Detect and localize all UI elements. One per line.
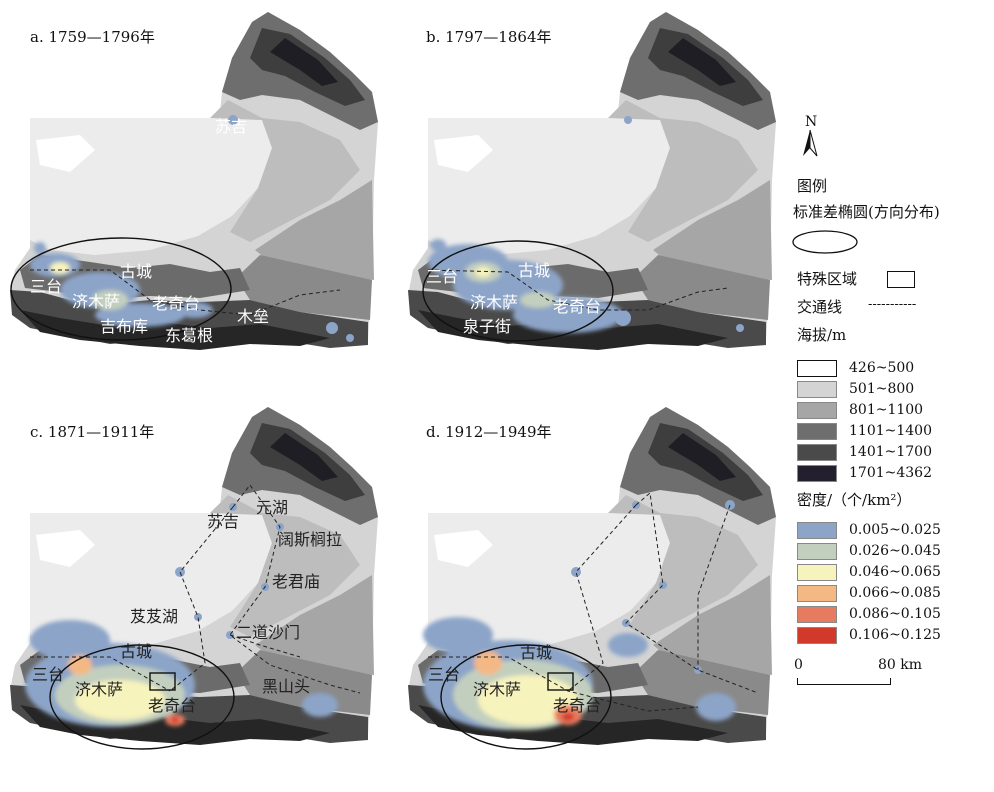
place-label: 老君庙 (272, 572, 320, 591)
density-blobs (30, 242, 213, 327)
place-label: 三台 (426, 267, 458, 286)
place-label: 二道沙门 (236, 623, 300, 642)
place-label: 苏吉 (207, 512, 239, 531)
panel-d-label: d. 1912—1949年 (426, 423, 552, 441)
panel-a-label: a. 1759—1796年 (30, 28, 155, 46)
place-label: 济木萨 (470, 293, 518, 312)
panel-b: b. 1797—1864年 三台 古城 济木萨 老奇台 泉子街 (408, 12, 776, 350)
place-label: 老奇台 (152, 294, 200, 313)
place-label: 老奇台 (553, 297, 601, 316)
place-label: 木垒 (237, 307, 269, 326)
place-label: 济木萨 (75, 680, 123, 699)
place-label: 泉子街 (463, 317, 511, 336)
place-label: 老奇台 (553, 696, 601, 715)
panel-b-label: b. 1797—1864年 (426, 28, 552, 46)
place-label: 元湖 (256, 498, 288, 517)
panel-d: d. 1912—1949年 三台 古城 济木萨 老奇台 (408, 407, 776, 750)
density-blobs (25, 620, 338, 727)
place-label: 黑山头 (262, 677, 310, 696)
panel-a: a. 1759—1796年 苏吉 三台 古城 济木萨 老奇台 吉布库 东葛根 木… (10, 12, 378, 350)
place-label: 苏吉 (215, 117, 247, 136)
place-label: 吉布库 (100, 317, 148, 336)
place-label: 东葛根 (165, 326, 213, 345)
place-label: 古城 (120, 262, 152, 281)
place-label: 济木萨 (72, 292, 120, 311)
place-label: 古城 (520, 643, 552, 662)
panel-c: c. 1871—1911年 苏吉 元湖 阔斯榈拉 老君庙 (10, 407, 378, 750)
place-label: 阔斯榈拉 (278, 530, 342, 549)
place-label: 芨芨湖 (130, 607, 178, 626)
panel-c-label: c. 1871—1911年 (30, 423, 154, 441)
place-label: 老奇台 (148, 696, 196, 715)
place-label: 三台 (30, 277, 62, 296)
place-label: 济木萨 (473, 680, 521, 699)
place-label: 古城 (120, 642, 152, 661)
density-blobs (423, 617, 736, 730)
place-label: 三台 (32, 665, 64, 684)
place-label: 古城 (518, 261, 550, 280)
density-blobs (428, 239, 623, 333)
place-label: 三台 (428, 665, 460, 684)
